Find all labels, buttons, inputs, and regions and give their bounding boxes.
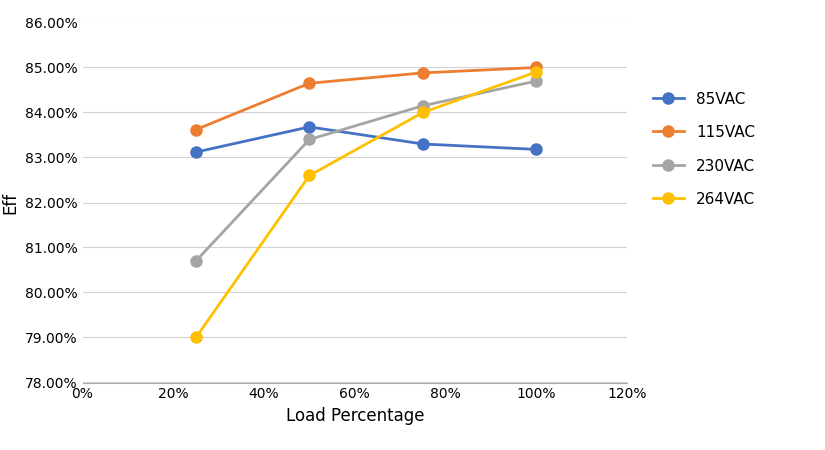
85VAC — [531, 147, 541, 152]
115VAC — [531, 65, 541, 70]
230VAC — [531, 78, 541, 84]
264VAC — [304, 173, 314, 178]
230VAC — [417, 103, 427, 108]
264VAC — [531, 69, 541, 75]
115VAC — [191, 127, 201, 132]
Y-axis label: Eff: Eff — [2, 191, 19, 214]
115VAC — [304, 81, 314, 86]
230VAC — [191, 258, 201, 264]
85VAC — [304, 124, 314, 130]
264VAC — [417, 110, 427, 115]
115VAC — [417, 70, 427, 76]
Line: 115VAC: 115VAC — [191, 62, 542, 135]
Legend: 85VAC, 115VAC, 230VAC, 264VAC: 85VAC, 115VAC, 230VAC, 264VAC — [645, 84, 762, 215]
Line: 230VAC: 230VAC — [191, 76, 542, 266]
Line: 85VAC: 85VAC — [191, 122, 542, 158]
85VAC — [417, 141, 427, 147]
264VAC — [191, 335, 201, 340]
85VAC — [191, 149, 201, 155]
230VAC — [304, 137, 314, 142]
Line: 264VAC: 264VAC — [191, 67, 542, 343]
X-axis label: Load Percentage: Load Percentage — [285, 407, 424, 425]
